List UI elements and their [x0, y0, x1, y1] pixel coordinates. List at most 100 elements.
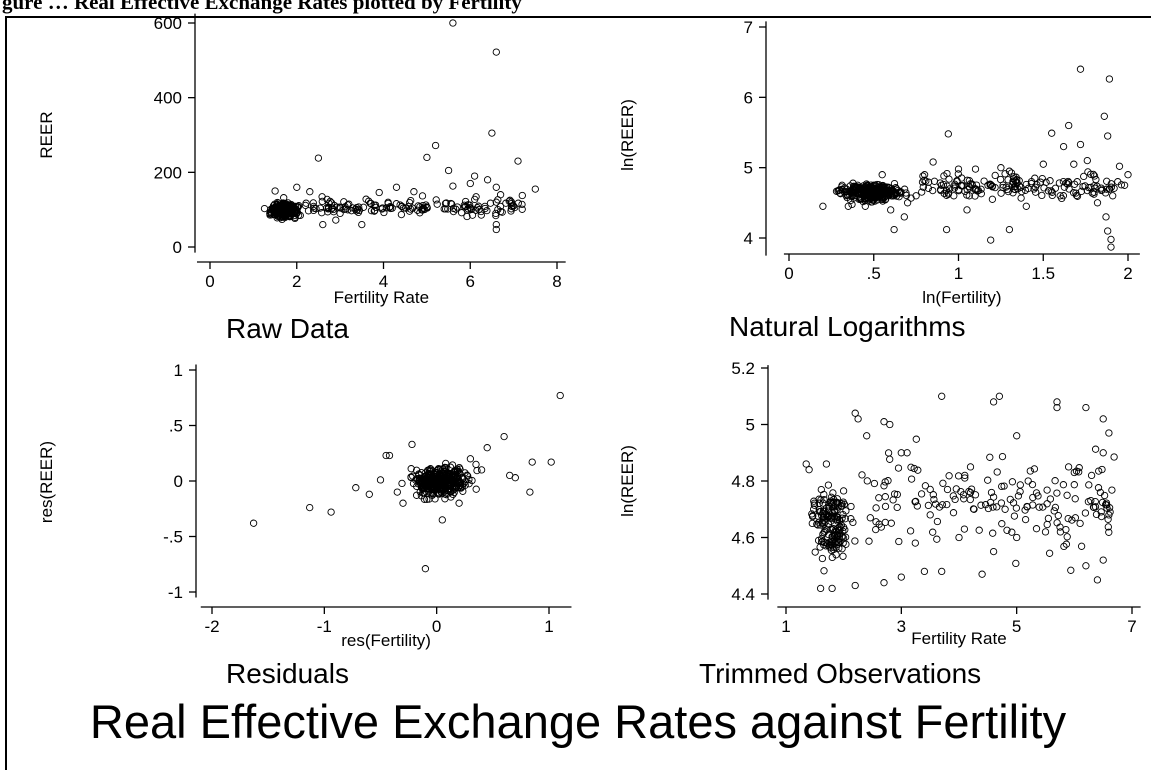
trim-data-point: [913, 502, 921, 510]
trim-data-point: [897, 449, 905, 457]
log-data-point: [1018, 187, 1026, 196]
trim-data-point: [967, 485, 976, 493]
raw-data-point: [518, 191, 526, 200]
log-data-point: [987, 236, 995, 244]
log-data-point: [1005, 167, 1014, 175]
trim-data-point: [1085, 481, 1093, 489]
raw-data-point: [463, 212, 471, 221]
trim-data-point: [1076, 519, 1084, 528]
raw-data-point: [344, 201, 352, 209]
log-data-point: [1010, 173, 1018, 181]
trim-data-point: [838, 532, 846, 540]
raw-data-point: [318, 197, 326, 206]
trim-data-point: [1097, 512, 1106, 521]
log-data-point: [919, 172, 927, 180]
log-data-point: [1079, 182, 1087, 191]
raw-x-axis-label: Fertility Rate: [334, 288, 429, 307]
res-data-point: [438, 516, 446, 524]
res-data-point: [526, 488, 534, 496]
raw-data-point: [309, 199, 317, 207]
raw-data-point: [336, 203, 344, 211]
log-data-point: [919, 183, 927, 191]
trim-data-point: [832, 551, 840, 559]
res-y-tick-label: 0: [174, 472, 183, 491]
trim-data-point: [847, 515, 855, 523]
res-data-point: [409, 479, 418, 488]
trim-data-point: [969, 505, 978, 513]
log-data-point: [1080, 172, 1088, 181]
res-data-point: [408, 440, 416, 449]
top-border: [5, 16, 1151, 18]
trim-data-point: [1067, 566, 1075, 574]
res-data-point: [445, 485, 453, 493]
log-data-point: [876, 185, 884, 193]
svg-text:gure … Real Effective Exchange: gure … Real Effective Exchange Rates plo…: [2, 0, 522, 14]
trim-x-tick-label: 5: [1012, 617, 1021, 636]
trim-data-point: [989, 503, 997, 511]
res-data-point: [438, 477, 446, 486]
raw-data-point: [492, 220, 500, 229]
log-data-point: [1013, 178, 1021, 187]
trim-data-point: [810, 501, 819, 509]
raw-data-point: [260, 204, 269, 213]
raw-data-point: [477, 211, 485, 219]
trim-panel-title: Trimmed Observations: [699, 658, 981, 689]
trim-data-point: [895, 537, 903, 546]
res-data-point: [455, 499, 463, 507]
res-data-point: [393, 488, 401, 496]
trim-data-point: [1071, 495, 1079, 503]
trim-data-point: [921, 482, 930, 490]
trim-data-point: [1008, 478, 1017, 486]
log-panel: 4 5 6 7 0 .5 1 1.5 2 ln(Fertility) ln(REER) Natural…: [618, 18, 1140, 342]
trim-data-point: [961, 474, 969, 482]
log-data-point: [819, 202, 827, 210]
trim-x-tick-label: 1: [781, 617, 790, 636]
raw-data-point: [410, 188, 418, 196]
log-data-point: [980, 177, 988, 185]
log-data-point: [929, 186, 937, 195]
trim-data-point: [1062, 540, 1071, 548]
log-data-point: [1109, 192, 1117, 200]
res-data-point: [445, 469, 453, 478]
res-data-point: [385, 451, 394, 460]
log-data-point: [984, 181, 992, 189]
trim-data-point: [810, 499, 819, 507]
trim-data-point: [1000, 482, 1008, 490]
res-data-point: [433, 476, 441, 484]
trim-data-point: [977, 501, 985, 509]
trim-data-point: [830, 531, 838, 539]
trim-data-point: [1043, 486, 1051, 494]
trim-data-point: [987, 488, 996, 497]
log-data-point: [943, 169, 951, 178]
trim-x-tick-label: 7: [1127, 617, 1136, 636]
trim-data-point: [809, 512, 817, 520]
log-y-tick-label: 6: [744, 88, 753, 107]
res-data-point: [477, 466, 486, 474]
trim-data-point: [960, 525, 969, 533]
res-data-point: [398, 479, 406, 488]
trim-data-point: [1070, 468, 1078, 477]
log-data-point: [945, 185, 954, 193]
res-y-tick-label: 1: [174, 361, 183, 380]
log-data-point: [1059, 142, 1068, 151]
trim-data-point: [1032, 525, 1041, 533]
trim-data-point: [997, 499, 1006, 507]
trim-data-point: [903, 449, 911, 457]
res-data-point: [472, 460, 480, 469]
trim-data-point: [929, 528, 937, 536]
trim-data-point: [1081, 509, 1090, 517]
trim-data-point: [995, 392, 1004, 400]
raw-y-tick-label: 400: [154, 89, 182, 108]
raw-data-point: [271, 187, 279, 195]
raw-data-point: [422, 201, 430, 209]
raw-data-point: [301, 201, 310, 210]
raw-data-point: [514, 157, 522, 165]
trim-data-point: [842, 540, 850, 548]
log-data-point: [1036, 178, 1045, 186]
log-panel-title: Natural Logarithms: [729, 311, 966, 342]
trim-data-point: [1100, 491, 1109, 500]
raw-data-point: [470, 172, 479, 180]
trim-data-point: [1056, 523, 1064, 531]
trim-data-point: [875, 494, 883, 502]
